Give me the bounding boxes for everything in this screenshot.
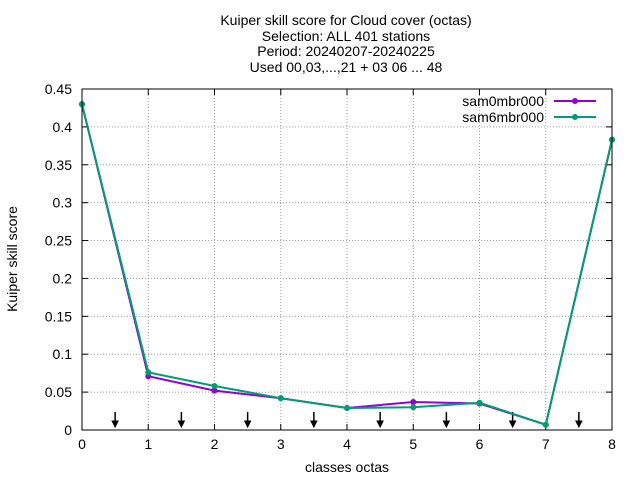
- y-tick-label: 0.3: [53, 195, 73, 211]
- y-axis-label: Kuiper skill score: [4, 206, 20, 312]
- x-tick-label: 3: [277, 436, 285, 452]
- y-tick-label: 0.15: [45, 308, 72, 324]
- grid-lines: [82, 89, 612, 430]
- down-arrow-icon: [442, 412, 451, 429]
- data-point: [211, 387, 218, 394]
- x-tick-label: 6: [476, 436, 484, 452]
- y-tick-label: 0.1: [53, 346, 73, 362]
- data-point: [542, 421, 549, 428]
- y-tick-label: 0.45: [45, 81, 72, 97]
- legend-label: sam0mbr000: [462, 93, 544, 109]
- legend-label: sam6mbr000: [462, 109, 544, 125]
- series-sam0mbr000: [79, 101, 615, 428]
- data-point: [145, 369, 152, 376]
- legend-marker: [572, 98, 578, 104]
- down-arrow-icon: [177, 412, 186, 429]
- series-sam6mbr000: [79, 101, 615, 428]
- data-point: [476, 399, 483, 406]
- x-tick-label: 4: [343, 436, 351, 452]
- x-tick-label: 2: [211, 436, 219, 452]
- down-arrow-icon: [310, 412, 318, 429]
- axis-ticks: 0 0.05 0.1 0.15 0.2 0.25 0.3 0.35 0.4 0.45 0 1 2 3 4 5 6…: [45, 81, 616, 452]
- y-tick-label: 0.2: [53, 270, 73, 286]
- down-arrow-icon: [376, 412, 384, 429]
- down-arrow-icon: [111, 412, 119, 429]
- x-tick-label: 5: [409, 436, 417, 452]
- data-series: [79, 101, 615, 428]
- x-tick-label: 1: [144, 436, 152, 452]
- chart-title-line-3: Period: 20240207-20240225: [257, 43, 435, 59]
- y-tick-label: 0.05: [45, 384, 72, 400]
- data-point: [344, 405, 350, 412]
- x-tick-label: 7: [542, 436, 550, 452]
- chart-title-line-2: Selection: ALL 401 stations: [262, 28, 430, 44]
- data-point: [211, 383, 218, 390]
- y-tick-label: 0: [64, 422, 72, 438]
- down-arrow-icon: [243, 412, 252, 429]
- data-point: [410, 404, 417, 411]
- data-point: [410, 398, 417, 405]
- legend-marker: [572, 114, 578, 120]
- x-tick-label: 0: [78, 436, 86, 452]
- y-tick-label: 0.35: [45, 157, 72, 173]
- chart-title-line-1: Kuiper skill score for Cloud cover (octa…: [220, 12, 471, 28]
- data-point: [277, 395, 284, 402]
- down-arrow-icon: [575, 412, 583, 429]
- y-tick-label: 0.25: [45, 233, 72, 249]
- x-tick-label: 8: [608, 436, 616, 452]
- chart-title-line-4: Used 00,03,...,21 + 03 06 ... 48: [250, 59, 443, 75]
- plot-frame: [81, 88, 613, 431]
- y-tick-label: 0.4: [53, 119, 73, 135]
- x-axis-label: classes octas: [305, 459, 389, 475]
- class-boundary-arrows: [111, 412, 583, 429]
- chart-title: Kuiper skill score for Cloud cover (octa…: [220, 12, 471, 75]
